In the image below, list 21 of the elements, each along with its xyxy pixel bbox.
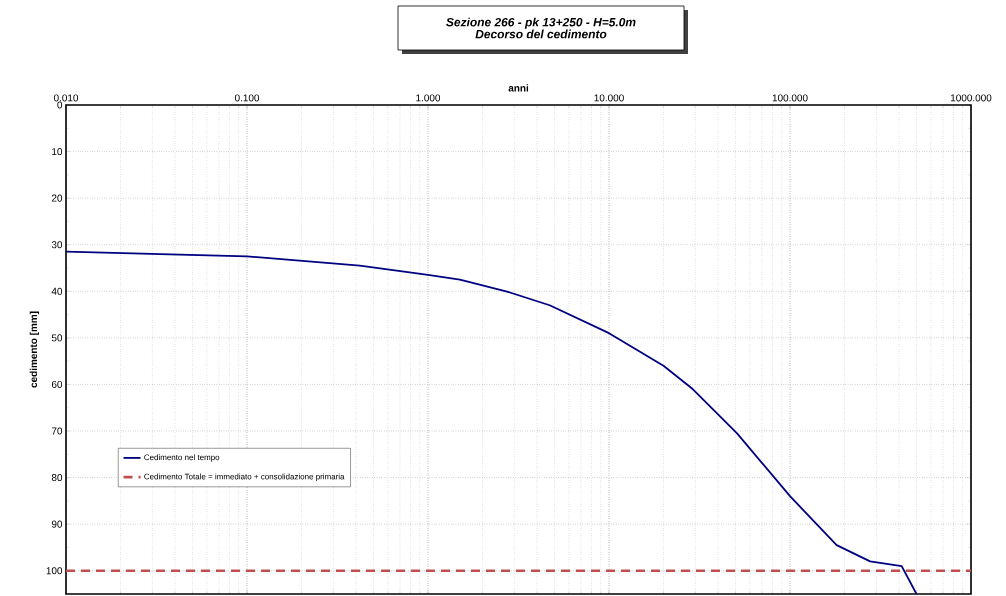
x-axis-title: anni <box>508 84 529 92</box>
x-tick-label: 1000.000 <box>951 94 992 102</box>
y-tick-label: 80 <box>51 474 63 482</box>
y-tick-label: 60 <box>51 380 63 388</box>
x-tick-label: 100.000 <box>772 94 808 102</box>
x-tick-label: 1.000 <box>416 94 441 102</box>
y-tick-label: 30 <box>51 241 63 249</box>
y-axis-title: cedimento [mm] <box>29 311 40 388</box>
y-tick-label: 50 <box>51 334 63 342</box>
y-tick-label: 0 <box>57 101 63 109</box>
y-tick-label: 10 <box>52 148 63 156</box>
y-tick-label: 100 <box>46 567 63 575</box>
y-tick-label: 20 <box>51 194 63 202</box>
x-tick-label: 10.000 <box>594 94 624 102</box>
x-tick-label: 0.100 <box>234 94 260 102</box>
chart-subtitle: Decorso del cedimento <box>475 29 607 39</box>
x-tick-label: 0.010 <box>53 94 79 102</box>
y-tick-label: 40 <box>51 287 63 295</box>
chart-title: Sezione 266 - pk 13+250 - H=5.0m <box>446 17 636 29</box>
y-tick-label: 70 <box>51 427 63 435</box>
y-tick-label: 90 <box>51 520 63 528</box>
